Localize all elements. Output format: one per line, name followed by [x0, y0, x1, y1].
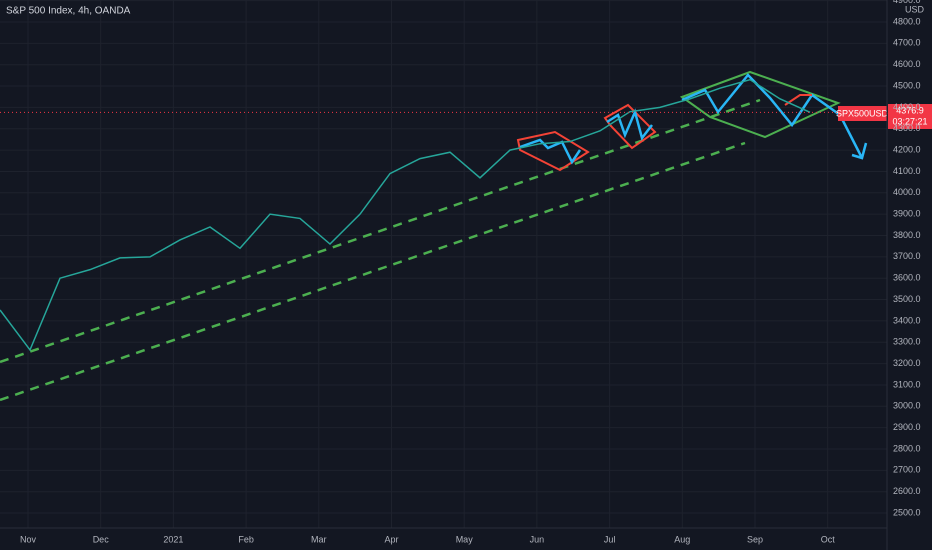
pattern [679, 70, 841, 139]
trend-line [0, 141, 746, 402]
y-tick-label: 2700.0 [893, 465, 921, 475]
y-tick-label: 4100.0 [893, 166, 921, 176]
x-tick-label: Oct [821, 534, 836, 544]
pattern [516, 130, 590, 172]
y-tick-label: 2500.0 [893, 507, 921, 517]
y-tick-label: 4700.0 [893, 38, 921, 48]
y-tick-label: 3000.0 [893, 401, 921, 411]
zigzag [519, 138, 582, 165]
symbol-badge [838, 106, 887, 121]
symbol-label: SPX500USD [836, 108, 889, 118]
zigzag [681, 73, 864, 159]
x-tick-label: Dec [93, 534, 110, 544]
chart-title: S&P 500 Index, 4h, OANDA [6, 6, 131, 17]
y-tick-label: 4300.0 [893, 123, 921, 133]
grid [0, 0, 887, 528]
y-tick-label: 4200.0 [893, 144, 921, 154]
y-tick-label: 3200.0 [893, 358, 921, 368]
y-tick-label: 4400.0 [893, 102, 921, 112]
x-tick-label: Jun [530, 534, 545, 544]
y-tick-label: 3800.0 [893, 230, 921, 240]
y-tick-label: 3100.0 [893, 379, 921, 389]
x-tick-label: Sep [747, 534, 763, 544]
y-tick-label: 2900.0 [893, 422, 921, 432]
plot [0, 78, 887, 352]
y-tick-label: 3300.0 [893, 337, 921, 347]
y-tick-label: 2600.0 [893, 486, 921, 496]
y-tick-label: 3400.0 [893, 315, 921, 325]
drawings [0, 70, 868, 402]
trend-line [0, 98, 761, 364]
y-tick-label: 2800.0 [893, 443, 921, 453]
y-tick-label: 3500.0 [893, 294, 921, 304]
currency: USD [905, 4, 925, 14]
arrow-head [851, 142, 868, 160]
x-tick-label: Aug [674, 534, 690, 544]
pattern [784, 94, 812, 106]
x-tick-label: May [456, 534, 474, 544]
x-tick-label: 2021 [163, 534, 183, 544]
y-tick-label: 3900.0 [893, 209, 921, 219]
y-tick-label: 4900.0 [893, 0, 921, 5]
x-tick-label: Jul [604, 534, 616, 544]
x-tick-label: Mar [311, 534, 327, 544]
x-tick-label: Nov [20, 534, 37, 544]
y-tick-label: 4800.0 [893, 16, 921, 26]
y-tick-label: 3700.0 [893, 251, 921, 261]
last-price: 4376.9 [896, 105, 924, 115]
y-tick-label: 4500.0 [893, 80, 921, 90]
countdown: 03:27:21 [892, 116, 927, 126]
x-tick-label: Feb [238, 534, 254, 544]
y-tick-label: 4600.0 [893, 59, 921, 69]
y-tick-label: 3600.0 [893, 273, 921, 283]
x-tick-label: Apr [384, 534, 398, 544]
price-badge [888, 104, 932, 129]
zigzag [606, 108, 653, 141]
y-tick-label: 4000.0 [893, 187, 921, 197]
price-line [0, 78, 811, 352]
pattern [603, 103, 657, 150]
